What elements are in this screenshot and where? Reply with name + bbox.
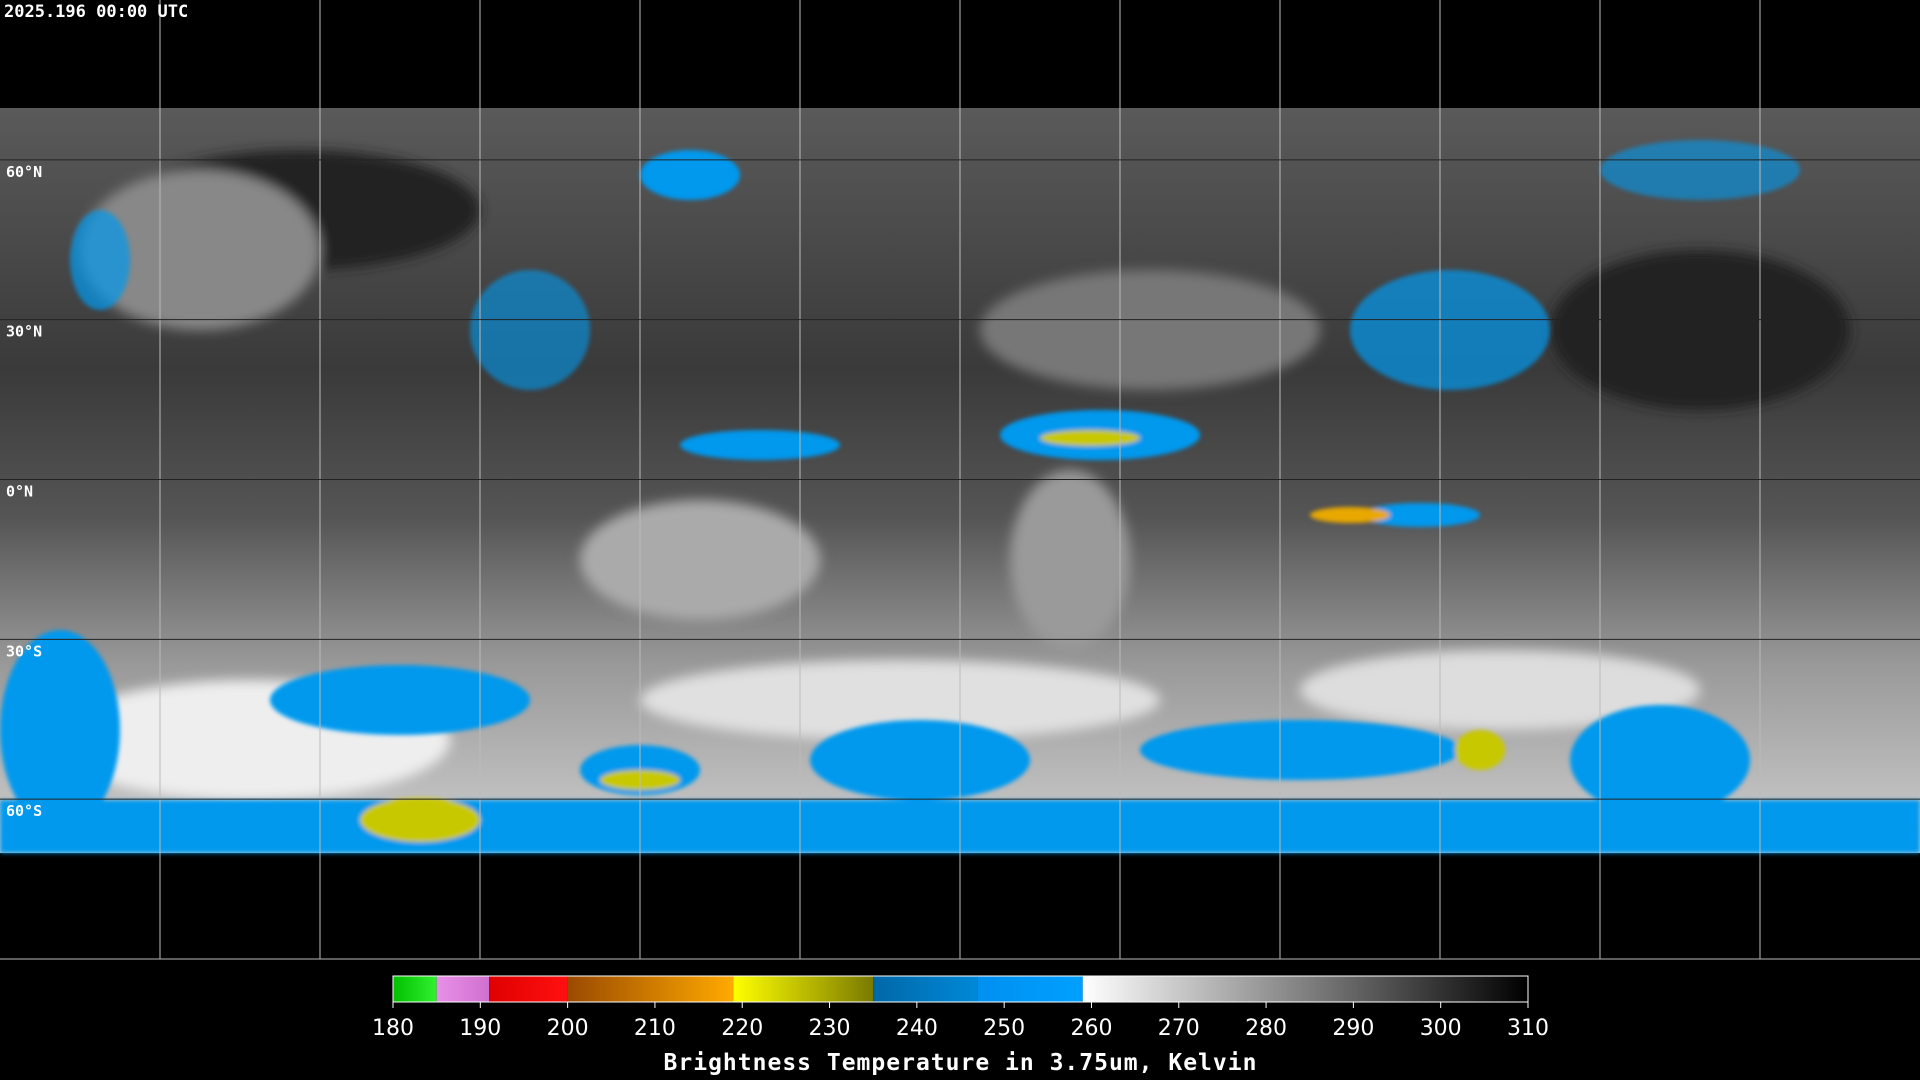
colorbar-segment (977, 976, 1083, 1002)
colorbar-tick-label: 210 (634, 1016, 676, 1041)
colorbar-segment (489, 976, 568, 1002)
colorbar-tick-label: 250 (983, 1016, 1025, 1041)
colorbar-tick-label: 220 (721, 1016, 763, 1041)
colorbar-tick-label: 290 (1332, 1016, 1374, 1041)
colorbar-tick-label: 280 (1245, 1016, 1287, 1041)
colorbar-label: Brightness Temperature in 3.75um, Kelvin (664, 1050, 1258, 1076)
colorbar-segment (393, 976, 437, 1002)
colorbar-frame (392, 975, 1529, 1003)
colorbar-tick-label: 270 (1158, 1016, 1200, 1041)
colorbar-tick-label: 180 (372, 1016, 414, 1041)
colorbar-tick-label: 190 (459, 1016, 501, 1041)
colorbar-segment (873, 976, 978, 1002)
colorbar-segment (436, 976, 490, 1002)
colorbar-tick-label: 240 (896, 1016, 938, 1041)
graticule: 60°N 30°N 0°N 30°S 60°S (0, 0, 1920, 960)
colorbar-tick-label: 310 (1507, 1016, 1549, 1041)
colorbar-segment (733, 976, 874, 1002)
colorbar-tick-label: 300 (1420, 1016, 1462, 1041)
latitude-label: 60°S (6, 802, 42, 820)
colorbar-segment (1082, 976, 1528, 1002)
latitude-label: 30°N (6, 323, 42, 341)
colorbar-tick-label: 230 (809, 1016, 851, 1041)
colorbar-segment (567, 976, 734, 1002)
colorbar: 180 190 200 210 220 230 240 250 260 270 280 290 300 3… (372, 975, 1549, 1076)
colorbar-tick-label: 260 (1070, 1016, 1112, 1041)
colorbar-tick-label: 200 (547, 1016, 589, 1041)
latitude-label: 0°N (6, 483, 33, 501)
latitude-label: 60°N (6, 163, 42, 181)
timestamp: 2025.196 00:00 UTC (4, 2, 188, 22)
latitude-label: 30°S (6, 642, 42, 660)
